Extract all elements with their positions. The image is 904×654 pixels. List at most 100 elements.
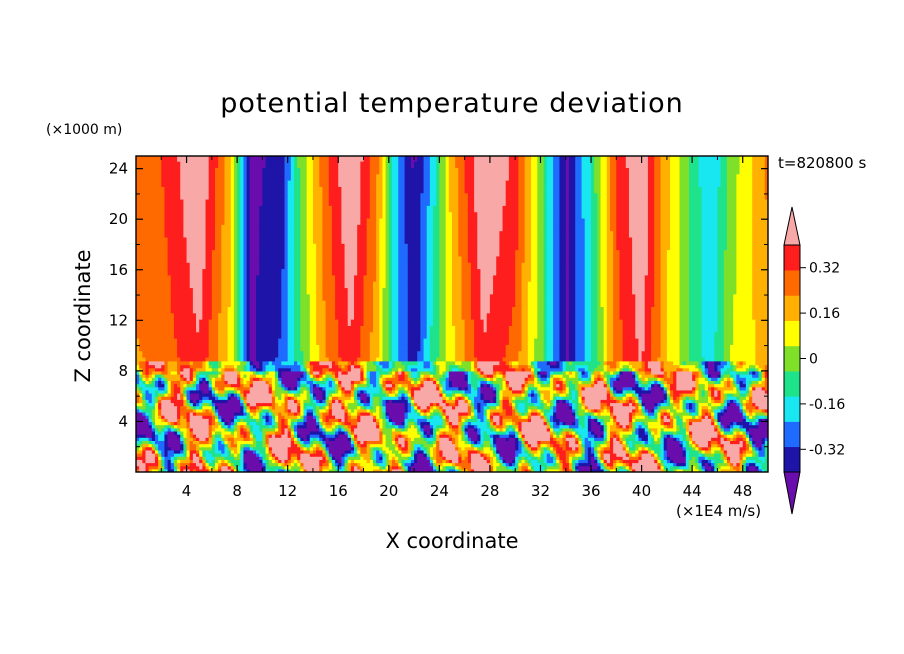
- field-cell-upper: [208, 350, 213, 358]
- field-cell-upper: [347, 331, 352, 339]
- field-cell-upper: [300, 262, 305, 270]
- field-cell-upper: [278, 281, 282, 289]
- field-cell-upper: [357, 217, 361, 225]
- field-cell-upper: [331, 198, 336, 206]
- field-cell-upper: [211, 274, 216, 282]
- field-cell-upper: [426, 281, 431, 289]
- field-cell-upper: [426, 300, 431, 308]
- field-cell-upper: [167, 312, 172, 320]
- field-cell-upper: [373, 243, 377, 251]
- field-cell-upper: [306, 186, 311, 194]
- field-cell-upper: [243, 173, 248, 181]
- field-cell-upper: [420, 243, 425, 251]
- field-cell-upper: [287, 156, 292, 162]
- field-cell-upper: [391, 344, 396, 352]
- field-cell-upper: [455, 356, 459, 364]
- field-cell-upper: [474, 211, 478, 219]
- field-cell-upper: [151, 331, 156, 339]
- field-cell-upper: [246, 180, 251, 187]
- field-cell-upper: [240, 249, 245, 257]
- field-cell-upper: [445, 236, 450, 244]
- field-cell-upper: [243, 156, 248, 162]
- field-cell-upper: [407, 338, 412, 345]
- field-cell-upper: [161, 262, 166, 270]
- field-cell-upper: [350, 211, 355, 219]
- field-cell-upper: [429, 319, 434, 326]
- field-cell-upper: [407, 344, 412, 352]
- field-cell-upper: [407, 198, 412, 206]
- field-cell-upper: [385, 211, 390, 219]
- field-cell-upper: [448, 167, 453, 175]
- field-cell-upper: [401, 300, 406, 308]
- field-cell-upper: [395, 161, 399, 168]
- field-cell-upper: [461, 293, 466, 301]
- field-cell-upper: [483, 344, 488, 352]
- field-cell-upper: [474, 268, 478, 276]
- field-cell-upper: [322, 274, 327, 282]
- field-cell-upper: [230, 287, 235, 295]
- field-cell-upper: [474, 224, 478, 232]
- field-cell-upper: [297, 192, 301, 200]
- field-cell-upper: [417, 180, 421, 187]
- field-cell-upper: [202, 319, 207, 326]
- field-cell-upper: [357, 306, 361, 314]
- field-cell-upper: [300, 167, 305, 175]
- field-cell-upper: [483, 205, 488, 213]
- field-cell-upper: [240, 186, 245, 194]
- field-cell-upper: [458, 173, 463, 181]
- field-cell-upper: [458, 300, 463, 308]
- field-cell-upper: [477, 356, 482, 364]
- field-cell-upper: [237, 186, 241, 194]
- field-cell-upper: [230, 350, 235, 358]
- field-cell-upper: [350, 312, 355, 320]
- field-cell-upper: [287, 198, 292, 206]
- field-cell-upper: [404, 255, 409, 263]
- field-cell-upper: [278, 243, 282, 251]
- field-cell-upper: [373, 205, 377, 213]
- field-cell-upper: [341, 255, 346, 263]
- field-cell-upper: [486, 325, 491, 333]
- field-cell-upper: [442, 306, 447, 314]
- field-cell-upper: [192, 180, 197, 187]
- field-cell-upper: [410, 167, 415, 175]
- field-cell-upper: [410, 230, 415, 238]
- field-cell-upper: [401, 180, 406, 187]
- field-cell-upper: [480, 173, 485, 181]
- field-cell-upper: [154, 312, 159, 320]
- field-cell-upper: [208, 249, 213, 257]
- field-cell-upper: [151, 192, 156, 200]
- field-cell-upper: [189, 293, 194, 301]
- field-cell-upper: [268, 281, 273, 289]
- field-cell-upper: [256, 274, 260, 282]
- field-cell-upper: [474, 325, 478, 333]
- field-cell-upper: [170, 287, 175, 295]
- field-cell-upper: [148, 344, 153, 352]
- field-cell-upper: [196, 255, 200, 263]
- field-cell-upper: [480, 300, 485, 308]
- field-cell-upper: [306, 356, 311, 364]
- field-cell-upper: [322, 262, 327, 270]
- field-cell-upper: [183, 344, 188, 352]
- field-cell-upper: [237, 224, 241, 232]
- field-cell-upper: [474, 331, 478, 339]
- field-cell-upper: [480, 236, 485, 244]
- field-cell-upper: [461, 205, 466, 213]
- field-cell-upper: [136, 287, 140, 295]
- field-cell-upper: [316, 243, 320, 251]
- field-cell-upper: [167, 161, 172, 168]
- field-cell-upper: [433, 293, 437, 301]
- field-cell-upper: [233, 319, 238, 326]
- field-cell-upper: [398, 262, 403, 270]
- field-cell-upper: [271, 293, 276, 301]
- field-cell-upper: [483, 173, 488, 181]
- field-cell-upper: [395, 350, 399, 358]
- field-cell-upper: [448, 356, 453, 364]
- field-cell-upper: [439, 230, 444, 238]
- field-cell-upper: [341, 281, 346, 289]
- field-cell-upper: [202, 274, 207, 282]
- field-cell-upper: [325, 350, 330, 358]
- field-cell-upper: [183, 161, 188, 168]
- field-cell-upper: [224, 198, 229, 206]
- field-cell-upper: [281, 350, 286, 358]
- field-cell-upper: [319, 224, 324, 232]
